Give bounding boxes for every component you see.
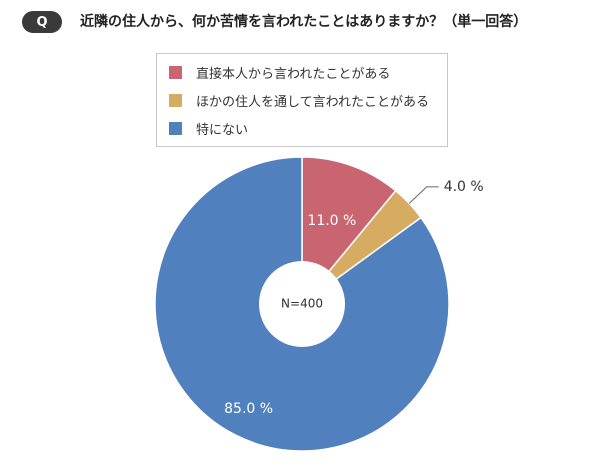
slice-label-direct: 11.0 % <box>307 213 356 229</box>
legend-item-via-other: ほかの住人を通して言われたことがある <box>169 91 429 110</box>
slice-label-none: 85.0 % <box>224 401 273 417</box>
pie-slice-direct <box>301 156 397 307</box>
legend-item-direct: 直接本人から言われたことがある <box>169 63 390 82</box>
slice-label-via-other: 4.0 % <box>444 179 484 195</box>
legend-label-via-other: ほかの住人を通して言われたことがある <box>196 95 429 110</box>
chart-legend: 直接本人から言われたことがある ほかの住人を通して言われたことがある 特にない <box>156 53 448 147</box>
question-badge: Q <box>22 11 62 33</box>
center-label: N=400 <box>281 297 323 311</box>
question-text: 近隣の住人から、何か苦情を言われたことはありますか？（単一回答） <box>80 14 528 30</box>
callout-line-via-other <box>408 186 439 204</box>
legend-swatch-via-other <box>169 94 182 107</box>
legend-label-direct: 直接本人から言われたことがある <box>196 67 391 82</box>
legend-item-none: 特にない <box>169 119 248 138</box>
donut-hole <box>259 261 345 347</box>
legend-label-none: 特にない <box>196 123 249 138</box>
legend-swatch-none <box>169 122 182 135</box>
legend-swatch-direct <box>169 66 182 79</box>
